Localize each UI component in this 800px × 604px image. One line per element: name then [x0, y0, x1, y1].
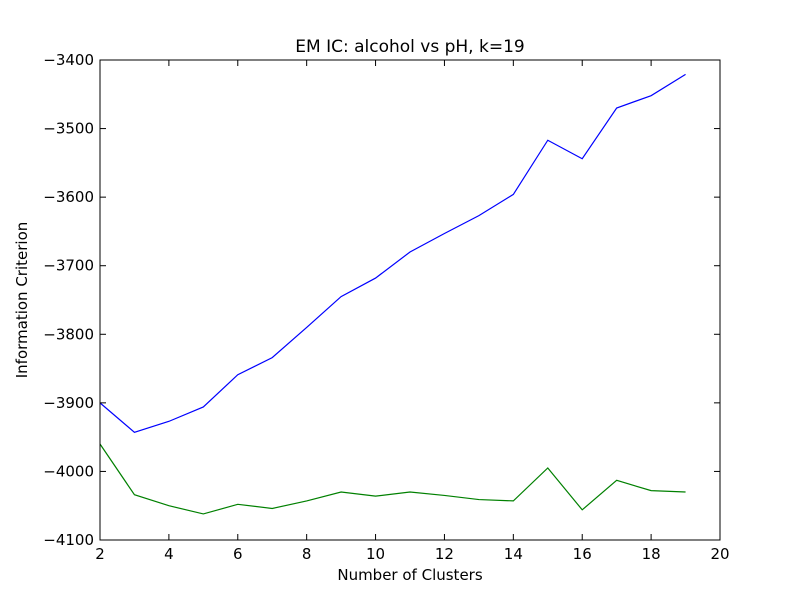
x-tick-label: 14	[504, 545, 523, 563]
y-tick-label: −3400	[43, 51, 94, 69]
x-tick-label: 6	[233, 545, 243, 563]
chart-title: EM IC: alcohol vs pH, k=19	[295, 37, 524, 57]
series-line-2	[99, 443, 686, 515]
x-tick-label: 16	[573, 545, 592, 563]
ticks-layer: 2 4 6 8 10 12 14 16 18 20 −4100 −4000 −3900 −3800 −370…	[43, 51, 729, 563]
y-tick-label: −4000	[43, 462, 94, 480]
x-axis-label: Number of Clusters	[337, 566, 482, 584]
x-tick-label: 2	[95, 545, 105, 563]
x-tick-label: 12	[435, 545, 454, 563]
series-layer	[99, 73, 686, 515]
plot-frame	[99, 59, 721, 541]
y-tick-label: −3800	[43, 325, 94, 343]
y-axis-label: Information Criterion	[13, 222, 31, 379]
y-tick-label: −3600	[43, 188, 94, 206]
x-tick-label: 8	[302, 545, 312, 563]
y-tick-label: −3500	[43, 120, 94, 138]
y-tick-label: −3900	[43, 394, 94, 412]
x-tick-label: 4	[164, 545, 174, 563]
y-tick-label: −4100	[43, 531, 94, 549]
y-tick-label: −3700	[43, 257, 94, 275]
x-tick-label: 10	[366, 545, 385, 563]
x-tick-label: 18	[642, 545, 661, 563]
series-line-1	[99, 73, 686, 434]
x-tick-label: 20	[710, 545, 729, 563]
